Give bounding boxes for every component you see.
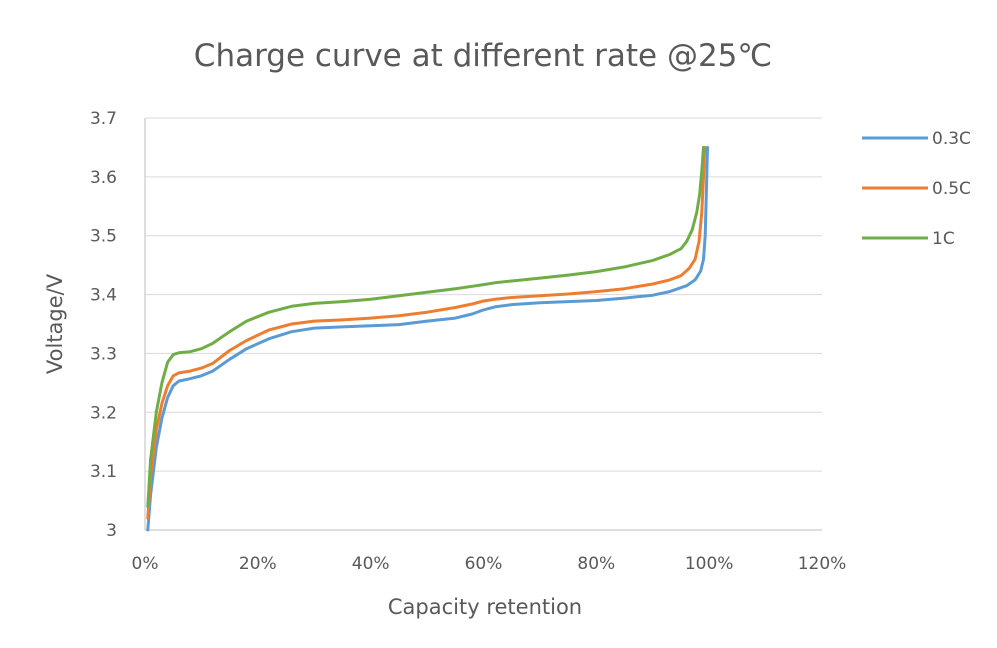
series-line-0.3C	[146, 145, 709, 532]
y-tick-label: 3.5	[90, 227, 117, 247]
x-tick-label: 100%	[685, 554, 734, 574]
chart-title: Charge curve at different rate @25℃	[194, 38, 772, 74]
x-tick-labels: 0% 20% 40% 60% 80% 100% 120%	[132, 554, 847, 574]
y-tick-label: 3.4	[90, 286, 117, 306]
axes	[144, 118, 822, 531]
y-tick-label: 3	[106, 521, 117, 541]
x-tick-label: 80%	[577, 554, 615, 574]
legend-item-1C: 1C	[862, 229, 955, 249]
series-line-0.5C	[146, 145, 707, 520]
grid-lines	[145, 117, 822, 472]
y-tick-label: 3.1	[90, 462, 117, 482]
series-lines	[146, 145, 709, 532]
legend-item-0.5C: 0.5C	[862, 179, 971, 199]
y-tick-label: 3.2	[90, 403, 117, 423]
legend-label: 0.3C	[932, 129, 971, 149]
x-tick-label: 40%	[352, 554, 390, 574]
y-axis-label: Voltage/V	[43, 273, 67, 374]
legend-label: 0.5C	[932, 179, 971, 199]
legend-item-0.3C: 0.3C	[862, 129, 971, 149]
legend-label: 1C	[932, 229, 955, 249]
y-tick-label: 3.6	[90, 168, 117, 188]
x-tick-label: 120%	[798, 554, 847, 574]
legend: 0.3C 0.5C 1C	[862, 129, 971, 249]
y-tick-labels: 3 3.1 3.2 3.3 3.4 3.5 3.6 3.7	[90, 109, 117, 541]
series-line-1C	[146, 145, 705, 508]
x-tick-label: 0%	[132, 554, 159, 574]
x-axis-label: Capacity retention	[388, 595, 582, 619]
y-tick-label: 3.7	[90, 109, 117, 129]
x-tick-label: 20%	[239, 554, 277, 574]
y-tick-label: 3.3	[90, 344, 117, 364]
x-tick-label: 60%	[465, 554, 503, 574]
